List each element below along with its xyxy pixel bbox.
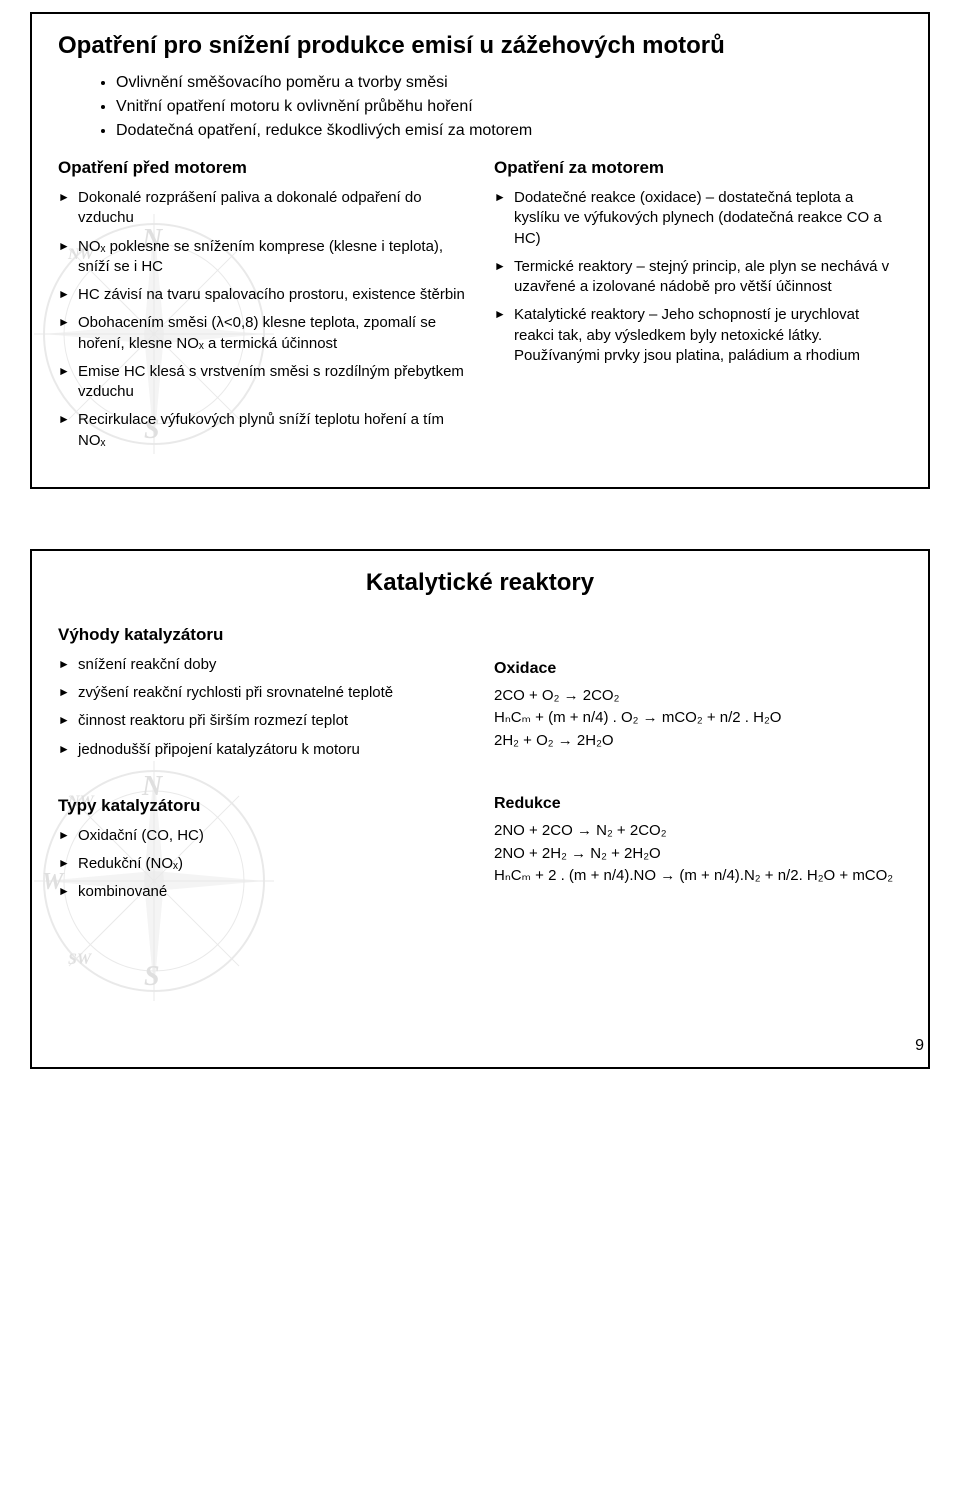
list-item: kombinované — [58, 882, 466, 902]
top-bullet: Vnitřní opatření motoru k ovlivnění průb… — [116, 98, 902, 116]
list-item: Emise HC klesá s vrstvením směsi s rozdí… — [58, 362, 466, 403]
slide2-right-col: Oxidace 2CO + O₂ → 2CO₂ HₙCₘ + (m + n/4)… — [494, 625, 902, 911]
equation: 2H₂ + O₂ → 2H₂O — [494, 730, 902, 753]
list-item: zvýšení reakční rychlosti při srovnateln… — [58, 683, 466, 703]
list-item: Obohacením směsi (λ<0,8) klesne teplota,… — [58, 313, 466, 354]
slide1-left-col: Opatření před motorem Dokonalé rozprášen… — [58, 158, 466, 459]
list-item: Termické reaktory – stejný princip, ale … — [494, 257, 902, 298]
slide2-columns: Výhody katalyzátoru snížení reakční doby… — [58, 625, 902, 911]
list-item: HC závisí na tvaru spalovacího prostoru,… — [58, 285, 466, 305]
slide2-advantages-list: snížení reakční doby zvýšení reakční ryc… — [58, 655, 466, 760]
slide2-types-list: Oxidační (CO, HC) Redukční (NOₓ) kombino… — [58, 826, 466, 903]
slide1-title: Opatření pro snížení produkce emisí u zá… — [58, 32, 902, 60]
equation-part: HₙCₘ + 2 . (m + n/4).NO → (m + n/4).N₂ +… — [494, 867, 893, 884]
list-item: Redukční (NOₓ) — [58, 854, 466, 874]
equation: 2NO + 2CO → N₂ + 2CO₂ — [494, 820, 902, 843]
equation: 2NO + 2H₂ → N₂ + 2H₂O — [494, 843, 902, 866]
slide2-left-heading1: Výhody katalyzátoru — [58, 625, 466, 645]
equation: HₙCₘ + (m + n/4) . O₂ → mCO₂ + n/2 . H₂O — [494, 707, 902, 730]
oxidace-head: Oxidace — [494, 657, 902, 681]
slide1-left-heading: Opatření před motorem — [58, 158, 466, 178]
slide2-left-heading2: Typy katalyzátoru — [58, 796, 466, 816]
list-item: činnost reaktoru při širším rozmezí tepl… — [58, 711, 466, 731]
top-bullet: Dodatečná opatření, redukce škodlivých e… — [116, 122, 902, 140]
oxidace-block: Oxidace 2CO + O₂ → 2CO₂ HₙCₘ + (m + n/4)… — [494, 657, 902, 753]
slide1-right-col: Opatření za motorem Dodatečné reakce (ox… — [494, 158, 902, 459]
slide1-right-list: Dodatečné reakce (oxidace) – dostatečná … — [494, 188, 902, 366]
list-item: NOₓ poklesne se snížením komprese (klesn… — [58, 237, 466, 278]
page: N S NW Opatření pro snížení produkce emi… — [0, 12, 960, 1069]
equation: 2CO + O₂ → 2CO₂ — [494, 685, 902, 708]
page-number: 9 — [915, 1037, 924, 1055]
list-item: Dodatečné reakce (oxidace) – dostatečná … — [494, 188, 902, 249]
slide1-columns: Opatření před motorem Dokonalé rozprášen… — [58, 158, 902, 459]
slide-1: N S NW Opatření pro snížení produkce emi… — [30, 12, 930, 489]
slide1-left-list: Dokonalé rozprášení paliva a dokonalé od… — [58, 188, 466, 451]
slide2-left-col: Výhody katalyzátoru snížení reakční doby… — [58, 625, 466, 911]
top-bullet: Ovlivnění směšovacího poměru a tvorby sm… — [116, 74, 902, 92]
redukce-block: Redukce 2NO + 2CO → N₂ + 2CO₂ 2NO + 2H₂ … — [494, 792, 902, 888]
equation: HₙCₘ + 2 . (m + n/4).NO → (m + n/4).N₂ +… — [494, 865, 902, 888]
slide-2: N S W NW SW Katalytické reaktory Výhody … — [30, 549, 930, 1069]
list-item: Oxidační (CO, HC) — [58, 826, 466, 846]
list-item: jednodušší připojení katalyzátoru k moto… — [58, 740, 466, 760]
list-item: snížení reakční doby — [58, 655, 466, 675]
compass-s: S — [144, 961, 160, 993]
compass-sw: SW — [68, 951, 91, 969]
redukce-head: Redukce — [494, 792, 902, 816]
slide1-top-bullets: Ovlivnění směšovacího poměru a tvorby sm… — [76, 74, 902, 140]
list-item: Dokonalé rozprášení paliva a dokonalé od… — [58, 188, 466, 229]
slide2-title: Katalytické reaktory — [58, 569, 902, 597]
list-item: Katalytické reaktory – Jeho schopností j… — [494, 305, 902, 366]
slide1-right-heading: Opatření za motorem — [494, 158, 902, 178]
list-item: Recirkulace výfukových plynů sníží teplo… — [58, 410, 466, 451]
